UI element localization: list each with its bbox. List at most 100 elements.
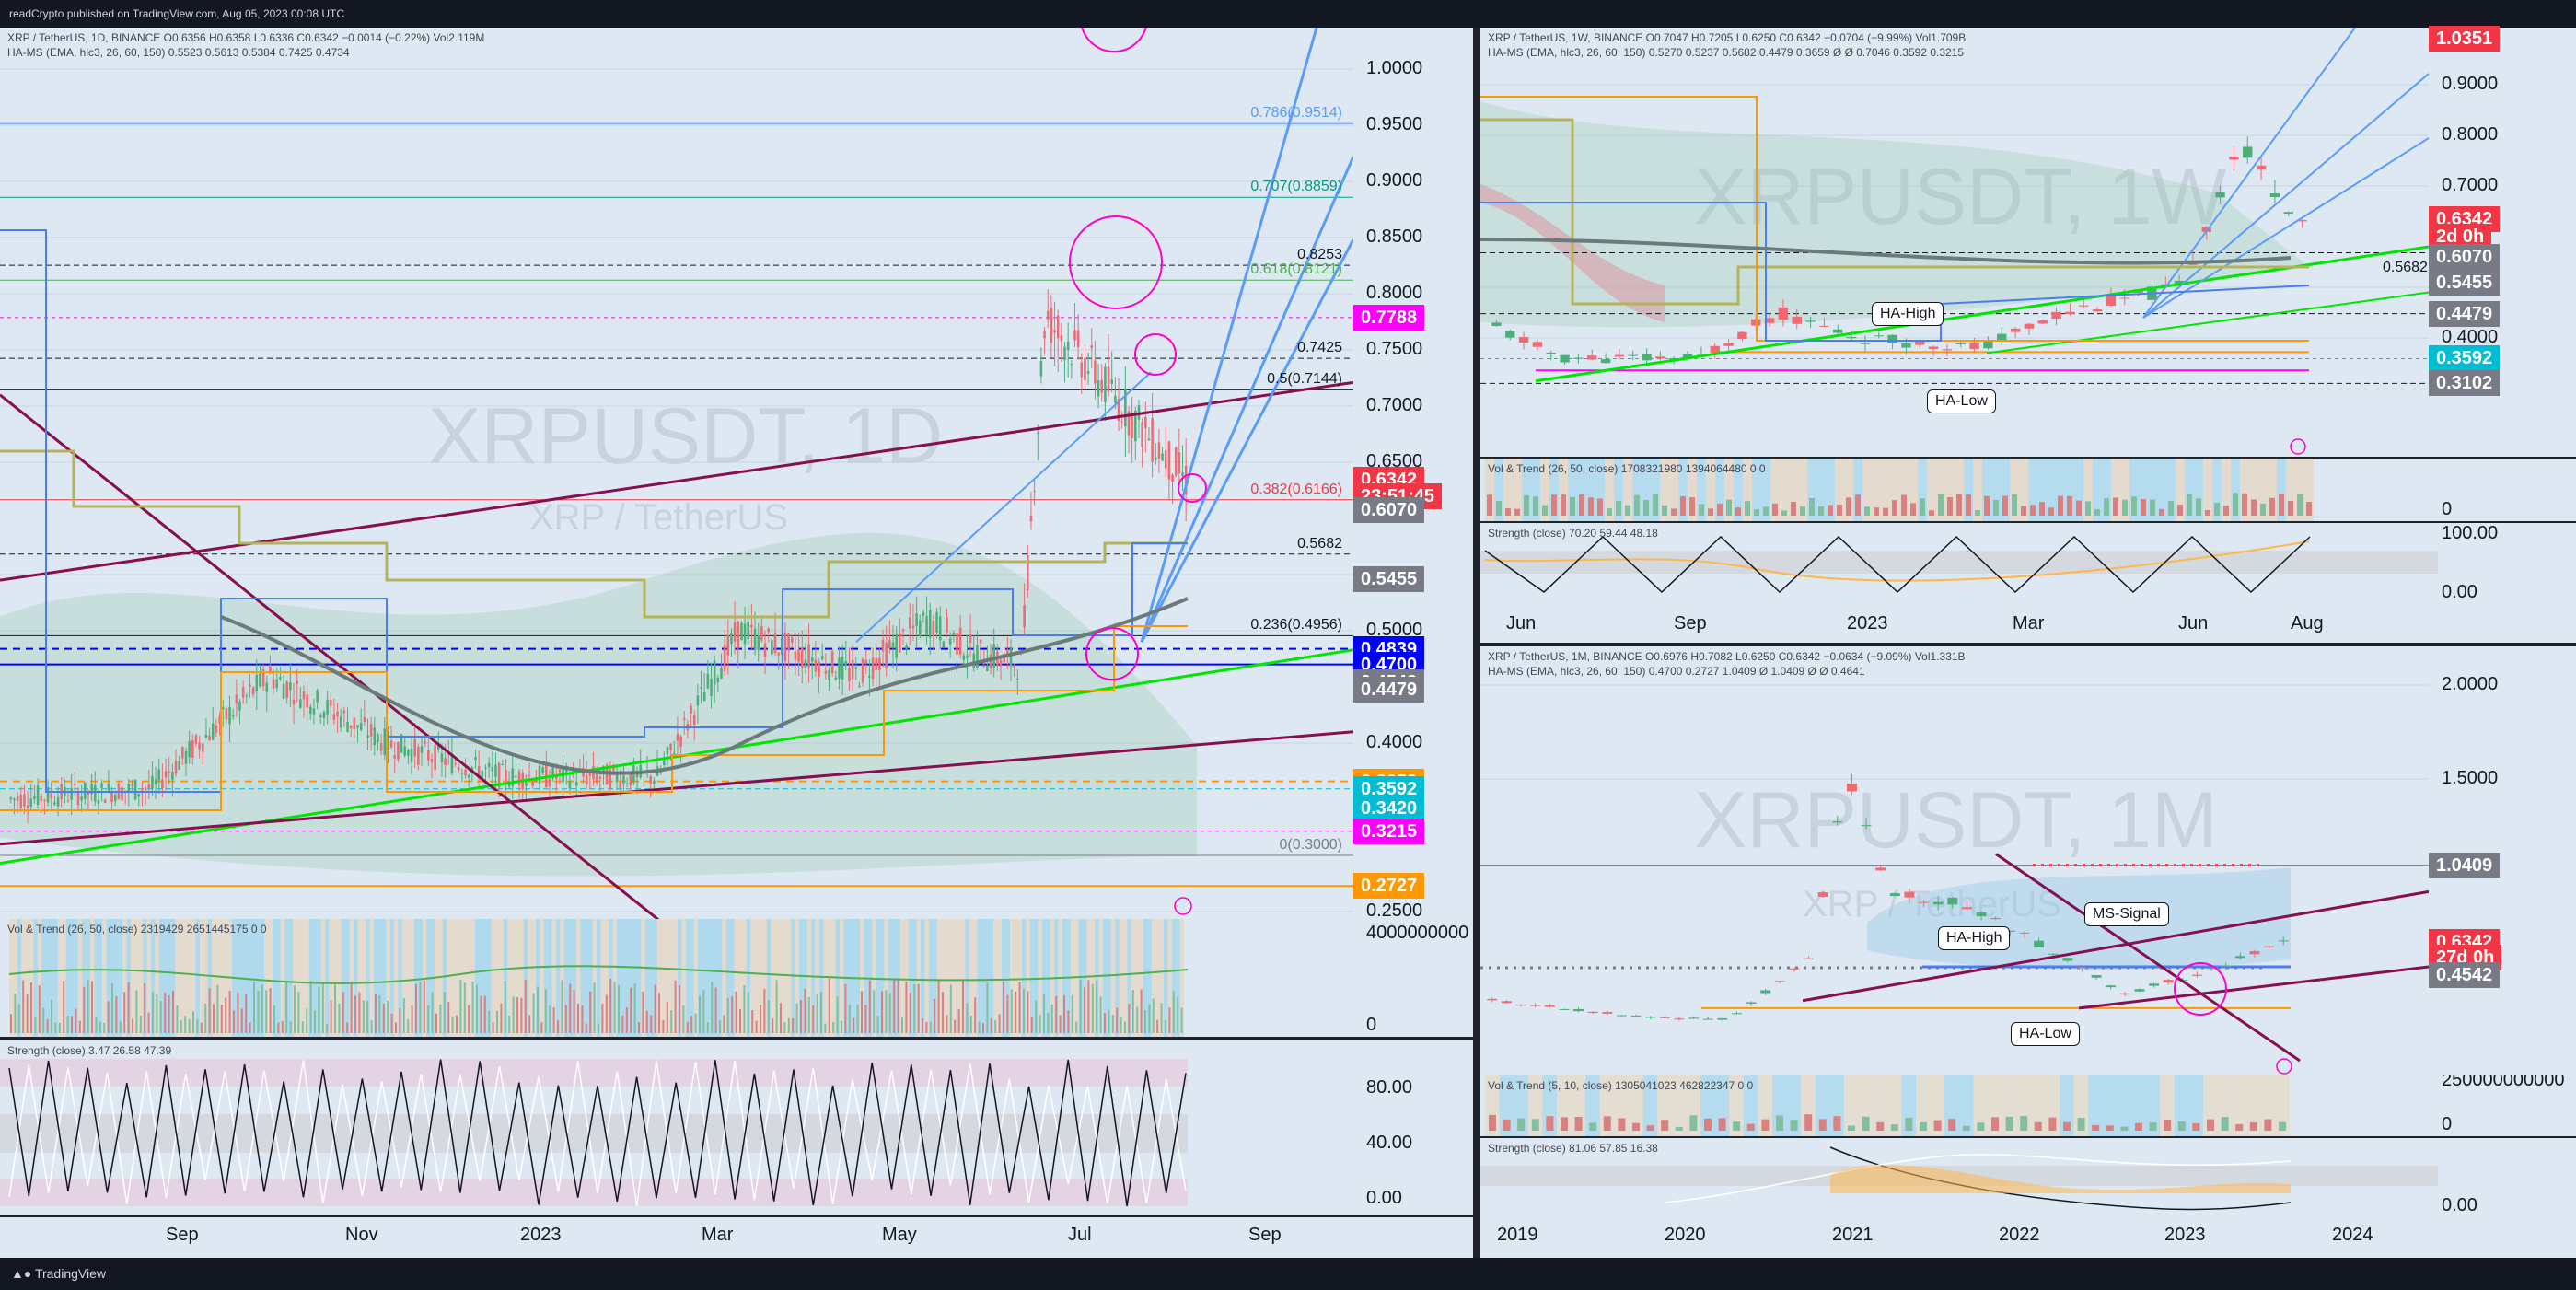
monthly-volume-bar bbox=[1876, 1121, 1885, 1131]
weekly-volume-trend-bg bbox=[1642, 459, 1651, 521]
daily-chart-pane[interactable]: XRPUSDT, 1D XRP / TetherUS XRP / TetherU… bbox=[0, 28, 1353, 919]
footer-brand[interactable]: TradingView bbox=[34, 1266, 106, 1281]
daily-time-axis[interactable]: Sep Nov 2023 Mar May Jul Sep bbox=[0, 1217, 1473, 1258]
monthly-volume-pane[interactable]: Vol & Trend (5, 10, close) 1305041023 46… bbox=[1480, 1075, 2576, 1136]
weekly-volume-trend-bg bbox=[1706, 459, 1715, 521]
daily-candle-body bbox=[198, 742, 201, 750]
weekly-volume-bar bbox=[2012, 494, 2017, 516]
daily-volume-trend-bg bbox=[823, 919, 828, 1037]
monthly-candle-body bbox=[1904, 891, 1915, 898]
daily-volume-trend-bg bbox=[548, 919, 552, 1037]
weekly-price-plot[interactable] bbox=[1480, 28, 2429, 457]
daily-candle-body bbox=[356, 725, 359, 728]
monthly-price-plot[interactable] bbox=[1480, 646, 2429, 1075]
daily-price-scale[interactable]: 1.0000 0.9500 0.9000 0.8500 0.8000 0.7500 0.70… bbox=[1353, 28, 1473, 921]
daily-volume-bar bbox=[856, 1005, 859, 1033]
daily-volume-trend-bg bbox=[795, 919, 799, 1037]
daily-candle-body bbox=[515, 775, 517, 778]
daily-candle-body bbox=[269, 666, 272, 673]
daily-candle-body bbox=[76, 792, 80, 806]
weekly-volume-trend-bg bbox=[1844, 459, 1853, 521]
weekly-lightning-icon[interactable] bbox=[2290, 438, 2306, 455]
monthly-price-scale[interactable]: 2.0000 1.5000 1.0409 0.6342 27d 0h 0.4542 bbox=[2429, 646, 2576, 1075]
daily-candle-body bbox=[80, 796, 83, 801]
weekly-chart-pane[interactable]: XRPUSDT, 1W XRP / TetherUS, 1W, BINANCE … bbox=[1480, 28, 2429, 457]
daily-candle-body bbox=[901, 629, 905, 632]
daily-volume-bar bbox=[690, 1016, 693, 1033]
daily-volume-trend-bg bbox=[143, 919, 147, 1037]
daily-candle-body bbox=[716, 677, 720, 683]
daily-volume-trend-bg bbox=[317, 919, 321, 1037]
daily-green-trendline bbox=[0, 648, 1353, 866]
daily-candle-body bbox=[696, 695, 700, 706]
daily-candle-body bbox=[339, 716, 342, 728]
daily-candle-body bbox=[1086, 371, 1090, 374]
daily-volume-bar bbox=[946, 1015, 948, 1033]
daily-volume-trend-bg bbox=[86, 919, 90, 1037]
weekly-volume-trend-bg bbox=[1991, 459, 2001, 521]
weekly-volume-trend-bg bbox=[2111, 459, 2120, 521]
daily-volume-bar bbox=[807, 996, 810, 1033]
daily-volume-trend-bg bbox=[1164, 919, 1168, 1037]
daily-price-tick: 0.9500 bbox=[1366, 114, 1423, 134]
monthly-vol-tick-top: 250000000000 bbox=[2442, 1075, 2565, 1090]
daily-volume-bar bbox=[625, 1006, 628, 1033]
daily-fib-label: 0.382(0.6166) bbox=[1250, 481, 1342, 497]
daily-volume-trend-bg bbox=[609, 919, 613, 1037]
daily-candle-body bbox=[861, 658, 864, 683]
weekly-volume-trend-bg bbox=[1734, 459, 1743, 521]
daily-strength-pane[interactable]: Strength (close) 3.47 26.58 47.39 80.00 … bbox=[0, 1040, 1473, 1215]
daily-candle-body bbox=[312, 708, 316, 715]
tradingview-logo-icon[interactable]: ▲● bbox=[11, 1266, 32, 1281]
daily-volume-bar bbox=[399, 1008, 401, 1033]
daily-candle-body bbox=[791, 637, 794, 643]
weekly-time-axis[interactable]: Jun Sep 2023 Mar Jun Aug bbox=[1480, 606, 2576, 643]
daily-volume-trend-bg bbox=[738, 919, 743, 1037]
monthly-candle-body bbox=[1990, 918, 2002, 920]
daily-price-plot[interactable] bbox=[0, 28, 1353, 919]
daily-volume-bar bbox=[390, 1013, 393, 1033]
daily-volume-bar bbox=[38, 985, 41, 1033]
weekly-ema-curve bbox=[1480, 238, 2292, 265]
daily-candle-body bbox=[430, 759, 434, 763]
daily-volume-trend-bg bbox=[1005, 919, 1010, 1037]
daily-candle-body bbox=[538, 765, 541, 784]
weekly-volume-pane[interactable]: Vol & Trend (26, 50, close) 1708321980 1… bbox=[1480, 459, 2576, 521]
weekly-green-trendline bbox=[1535, 245, 2429, 383]
daily-candle-body bbox=[663, 760, 666, 765]
daily-volume-bar bbox=[787, 1017, 790, 1033]
daily-volume-bar bbox=[103, 1022, 106, 1033]
weekly-volume-trend-bg bbox=[2093, 459, 2102, 521]
daily-volume-trend-bg bbox=[588, 919, 593, 1037]
daily-volume-bar bbox=[795, 1003, 798, 1033]
daily-candle-body bbox=[178, 761, 180, 770]
daily-candle-body bbox=[113, 794, 117, 802]
monthly-strength-header: Strength (close) 81.06 57.85 16.38 bbox=[1488, 1142, 1658, 1155]
daily-volume-pane[interactable]: Vol & Trend (26, 50, close) 2319429 2651… bbox=[0, 919, 1473, 1037]
weekly-strength-pane[interactable]: Strength (close) 70.20 59.44 48.18 100.0… bbox=[1480, 523, 2576, 606]
daily-volume-trend-bg bbox=[1131, 919, 1136, 1037]
monthly-chart-pane[interactable]: XRPUSDT, 1M XRP / TetherUS XRP / TetherU… bbox=[1480, 646, 2429, 1075]
monthly-strength-plot bbox=[1480, 1146, 2438, 1211]
weekly-candle-body bbox=[2119, 297, 2129, 299]
daily-candle-body bbox=[999, 659, 1003, 667]
daily-candle-body bbox=[690, 705, 692, 715]
daily-lightning-icon[interactable] bbox=[1174, 897, 1192, 915]
daily-volume-bar bbox=[719, 1020, 721, 1033]
monthly-time-axis[interactable]: 2019 2020 2021 2022 2023 2024 bbox=[1480, 1217, 2576, 1258]
monthly-lightning-icon[interactable] bbox=[2276, 1058, 2292, 1075]
daily-volume-bar bbox=[682, 1005, 685, 1033]
monthly-strength-pane[interactable]: Strength (close) 81.06 57.85 16.38 0.00 bbox=[1480, 1138, 2576, 1217]
daily-volume-trend-bg bbox=[354, 919, 358, 1037]
daily-volume-trend-bg bbox=[673, 919, 678, 1037]
daily-candle-body bbox=[895, 633, 898, 658]
daily-candle-body bbox=[740, 622, 743, 641]
daily-volume-trend-bg bbox=[912, 919, 917, 1037]
daily-candle-body bbox=[858, 685, 861, 688]
daily-volume-bar bbox=[642, 991, 644, 1033]
daily-volume-bar bbox=[1131, 990, 1134, 1033]
weekly-volume-trend-bg bbox=[1485, 459, 1494, 521]
weekly-volume-trend-bg bbox=[1559, 459, 1568, 521]
daily-volume-trend-bg bbox=[13, 919, 17, 1037]
